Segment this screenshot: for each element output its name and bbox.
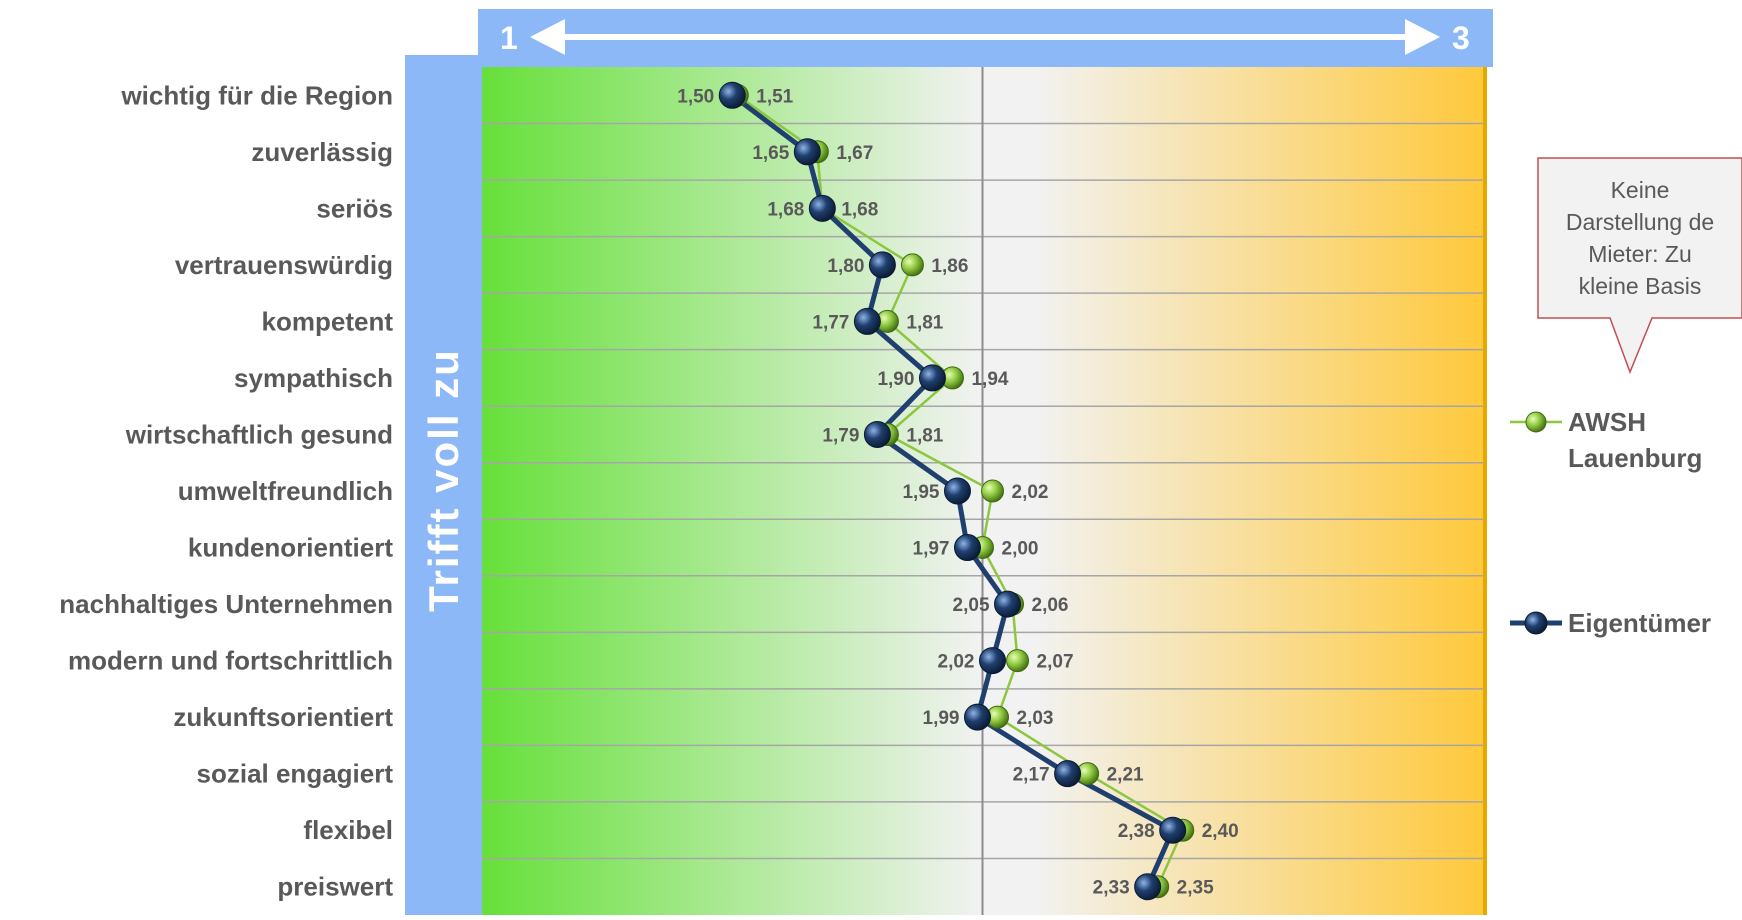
scale-min-label: 1 <box>500 20 518 56</box>
category-label: sozial engagiert <box>197 759 394 789</box>
value-label-eigentuemer: 1,68 <box>767 199 804 220</box>
scale-arrow-left-head <box>530 19 565 55</box>
point-eigentuemer <box>918 364 946 392</box>
point-awsh-lauenburg <box>900 253 924 277</box>
legend-marker-eigentuemer <box>1524 611 1548 635</box>
value-label-awsh-lauenburg: 2,03 <box>1017 708 1054 729</box>
category-label: sympathisch <box>234 363 393 393</box>
point-awsh-lauenburg <box>1006 649 1030 673</box>
point-eigentuemer <box>979 647 1007 675</box>
point-eigentuemer <box>963 703 991 731</box>
category-label: zukunftsorientiert <box>173 702 393 732</box>
plot-right-edge <box>1483 67 1487 915</box>
value-label-eigentuemer: 2,05 <box>953 595 990 616</box>
scale-arrow-right-head <box>1405 19 1440 55</box>
value-label-awsh-lauenburg: 2,02 <box>1012 482 1049 503</box>
callout-text-line: kleine Basis <box>1579 273 1702 299</box>
value-label-awsh-lauenburg: 2,40 <box>1202 821 1239 842</box>
value-label-eigentuemer: 1,99 <box>923 708 960 729</box>
value-label-awsh-lauenburg: 1,67 <box>836 143 873 164</box>
category-label: nachhaltiges Unternehmen <box>59 589 393 619</box>
point-eigentuemer <box>1134 873 1162 901</box>
value-label-awsh-lauenburg: 2,06 <box>1032 595 1069 616</box>
value-label-eigentuemer: 2,33 <box>1093 878 1130 899</box>
callout-text-line: Darstellung de <box>1566 209 1714 235</box>
legend-label-awsh-lauenburg: Lauenburg <box>1568 443 1702 473</box>
point-eigentuemer <box>863 420 891 448</box>
value-label-awsh-lauenburg: 2,35 <box>1177 878 1214 899</box>
value-label-eigentuemer: 1,65 <box>752 143 789 164</box>
value-label-eigentuemer: 1,95 <box>902 482 939 503</box>
value-label-eigentuemer: 2,02 <box>938 652 975 673</box>
value-label-eigentuemer: 1,50 <box>677 86 714 107</box>
category-label: vertrauenswürdig <box>175 250 393 280</box>
point-eigentuemer <box>994 590 1022 618</box>
point-eigentuemer <box>853 307 881 335</box>
category-label: zuverlässig <box>251 137 393 167</box>
value-label-awsh-lauenburg: 1,81 <box>906 425 943 446</box>
point-eigentuemer <box>1159 816 1187 844</box>
point-eigentuemer <box>943 477 971 505</box>
value-label-eigentuemer: 1,90 <box>877 369 914 390</box>
scale-max-label: 3 <box>1452 20 1470 56</box>
side-band <box>405 55 482 915</box>
value-label-awsh-lauenburg: 1,94 <box>971 369 1008 390</box>
callout-text-line: Keine <box>1611 177 1670 203</box>
point-eigentuemer <box>1054 760 1082 788</box>
value-label-eigentuemer: 1,77 <box>812 312 849 333</box>
callout-bubble <box>1537 157 1742 375</box>
value-label-awsh-lauenburg: 2,00 <box>1002 539 1039 560</box>
value-label-eigentuemer: 1,97 <box>913 539 950 560</box>
point-eigentuemer <box>718 81 746 109</box>
category-label: kundenorientiert <box>188 533 393 563</box>
value-label-awsh-lauenburg: 2,21 <box>1107 765 1144 786</box>
legend-label-eigentuemer: Eigentümer <box>1568 608 1711 638</box>
category-label: preiswert <box>277 872 393 902</box>
value-label-awsh-lauenburg: 1,81 <box>906 312 943 333</box>
point-awsh-lauenburg <box>981 479 1005 503</box>
category-label: flexibel <box>303 815 393 845</box>
category-label: seriös <box>316 193 393 223</box>
point-eigentuemer <box>793 138 821 166</box>
value-label-eigentuemer: 1,80 <box>827 256 864 277</box>
value-label-awsh-lauenburg: 1,51 <box>756 86 793 107</box>
value-label-eigentuemer: 2,38 <box>1118 821 1155 842</box>
value-label-awsh-lauenburg: 2,07 <box>1037 652 1074 673</box>
value-label-eigentuemer: 2,17 <box>1013 765 1050 786</box>
value-label-awsh-lauenburg: 1,86 <box>931 256 968 277</box>
category-label: umweltfreundlich <box>178 476 393 506</box>
category-label: wichtig für die Region <box>120 80 393 110</box>
category-label: wirtschaftlich gesund <box>125 419 393 449</box>
legend-marker-awsh-lauenburg <box>1525 411 1547 433</box>
point-eigentuemer <box>808 194 836 222</box>
category-label: modern und fortschrittlich <box>68 646 393 676</box>
point-eigentuemer <box>953 534 981 562</box>
category-label: kompetent <box>262 306 394 336</box>
callout-text-line: Mieter: Zu <box>1588 241 1692 267</box>
legend-label-awsh-lauenburg: AWSH <box>1568 407 1646 437</box>
value-label-eigentuemer: 1,79 <box>822 425 859 446</box>
side-title: Trifft voll zu <box>420 348 467 612</box>
point-eigentuemer <box>868 251 896 279</box>
value-label-awsh-lauenburg: 1,68 <box>841 199 878 220</box>
